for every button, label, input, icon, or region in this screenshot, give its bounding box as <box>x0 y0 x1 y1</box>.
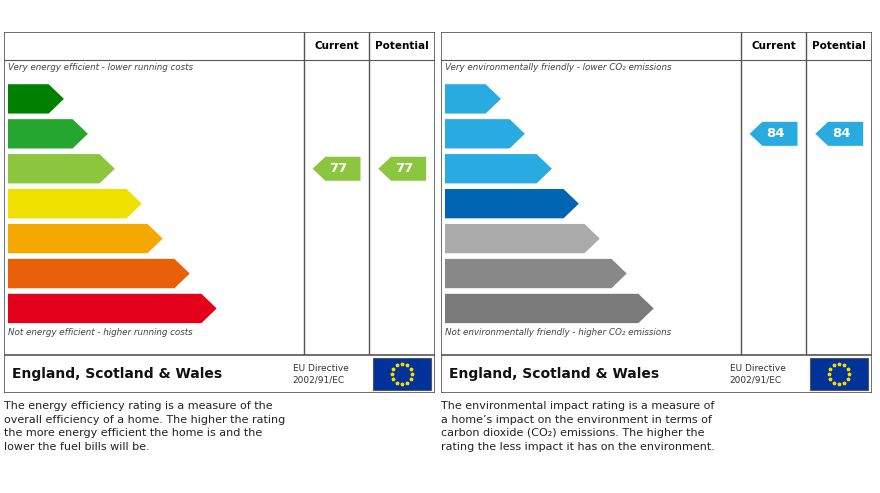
Text: 77: 77 <box>395 162 414 175</box>
Text: (92-100): (92-100) <box>451 94 492 104</box>
Text: Not energy efficient - higher running costs: Not energy efficient - higher running co… <box>8 328 193 337</box>
Bar <box>373 358 431 390</box>
Polygon shape <box>378 156 427 181</box>
Text: F: F <box>617 267 626 280</box>
Text: G: G <box>642 302 653 315</box>
Text: E: E <box>153 232 162 245</box>
Text: D: D <box>130 197 141 210</box>
Text: EU Directive
2002/91/EC: EU Directive 2002/91/EC <box>293 364 348 384</box>
Text: (1-20): (1-20) <box>451 304 480 313</box>
Text: Potential: Potential <box>375 41 429 51</box>
Text: (81-91): (81-91) <box>14 129 49 139</box>
Text: G: G <box>205 302 216 315</box>
Text: 84: 84 <box>766 127 785 141</box>
Polygon shape <box>8 259 190 288</box>
Text: (69-80): (69-80) <box>451 164 487 173</box>
Text: E: E <box>590 232 599 245</box>
Text: Not environmentally friendly - higher CO₂ emissions: Not environmentally friendly - higher CO… <box>445 328 671 337</box>
Text: England, Scotland & Wales: England, Scotland & Wales <box>449 367 659 381</box>
Text: (21-38): (21-38) <box>451 269 487 278</box>
Text: A: A <box>490 92 500 106</box>
Text: England, Scotland & Wales: England, Scotland & Wales <box>12 367 222 381</box>
Polygon shape <box>8 224 163 253</box>
Polygon shape <box>8 294 216 323</box>
Text: Very energy efficient - lower running costs: Very energy efficient - lower running co… <box>8 63 193 71</box>
Text: (1-20): (1-20) <box>14 304 43 313</box>
Text: F: F <box>180 267 189 280</box>
Text: (81-91): (81-91) <box>451 129 487 139</box>
Text: C: C <box>105 162 114 175</box>
Polygon shape <box>312 156 361 181</box>
Polygon shape <box>445 84 501 113</box>
Text: Energy Efficiency Rating: Energy Efficiency Rating <box>12 10 214 26</box>
Polygon shape <box>445 224 600 253</box>
Text: (39-54): (39-54) <box>14 234 49 243</box>
Text: Current: Current <box>314 41 359 51</box>
Text: The energy efficiency rating is a measure of the
overall efficiency of a home. T: The energy efficiency rating is a measur… <box>4 401 285 452</box>
Text: (39-54): (39-54) <box>451 234 487 243</box>
Polygon shape <box>815 121 864 146</box>
Bar <box>810 358 868 390</box>
Text: Potential: Potential <box>812 41 866 51</box>
Text: (69-80): (69-80) <box>14 164 49 173</box>
Text: Environmental Impact (CO₂) Rating: Environmental Impact (CO₂) Rating <box>449 10 739 26</box>
Text: The environmental impact rating is a measure of
a home’s impact on the environme: The environmental impact rating is a mea… <box>441 401 715 452</box>
Text: Very environmentally friendly - lower CO₂ emissions: Very environmentally friendly - lower CO… <box>445 63 671 71</box>
Text: (92-100): (92-100) <box>14 94 55 104</box>
Polygon shape <box>8 84 64 113</box>
Polygon shape <box>8 154 114 183</box>
Polygon shape <box>445 259 627 288</box>
Text: 77: 77 <box>329 162 348 175</box>
Text: (21-38): (21-38) <box>14 269 49 278</box>
Polygon shape <box>445 119 524 148</box>
Text: B: B <box>77 127 87 141</box>
Text: (55-68): (55-68) <box>14 199 49 208</box>
Polygon shape <box>445 154 552 183</box>
Text: B: B <box>514 127 524 141</box>
Text: C: C <box>541 162 551 175</box>
Text: EU Directive
2002/91/EC: EU Directive 2002/91/EC <box>730 364 786 384</box>
Text: Current: Current <box>751 41 796 51</box>
Polygon shape <box>445 189 579 218</box>
Polygon shape <box>445 294 654 323</box>
Text: 84: 84 <box>832 127 850 141</box>
Polygon shape <box>8 189 142 218</box>
Polygon shape <box>749 121 798 146</box>
Polygon shape <box>8 119 88 148</box>
Text: (55-68): (55-68) <box>451 199 486 208</box>
Text: A: A <box>53 92 63 106</box>
Text: D: D <box>567 197 578 210</box>
